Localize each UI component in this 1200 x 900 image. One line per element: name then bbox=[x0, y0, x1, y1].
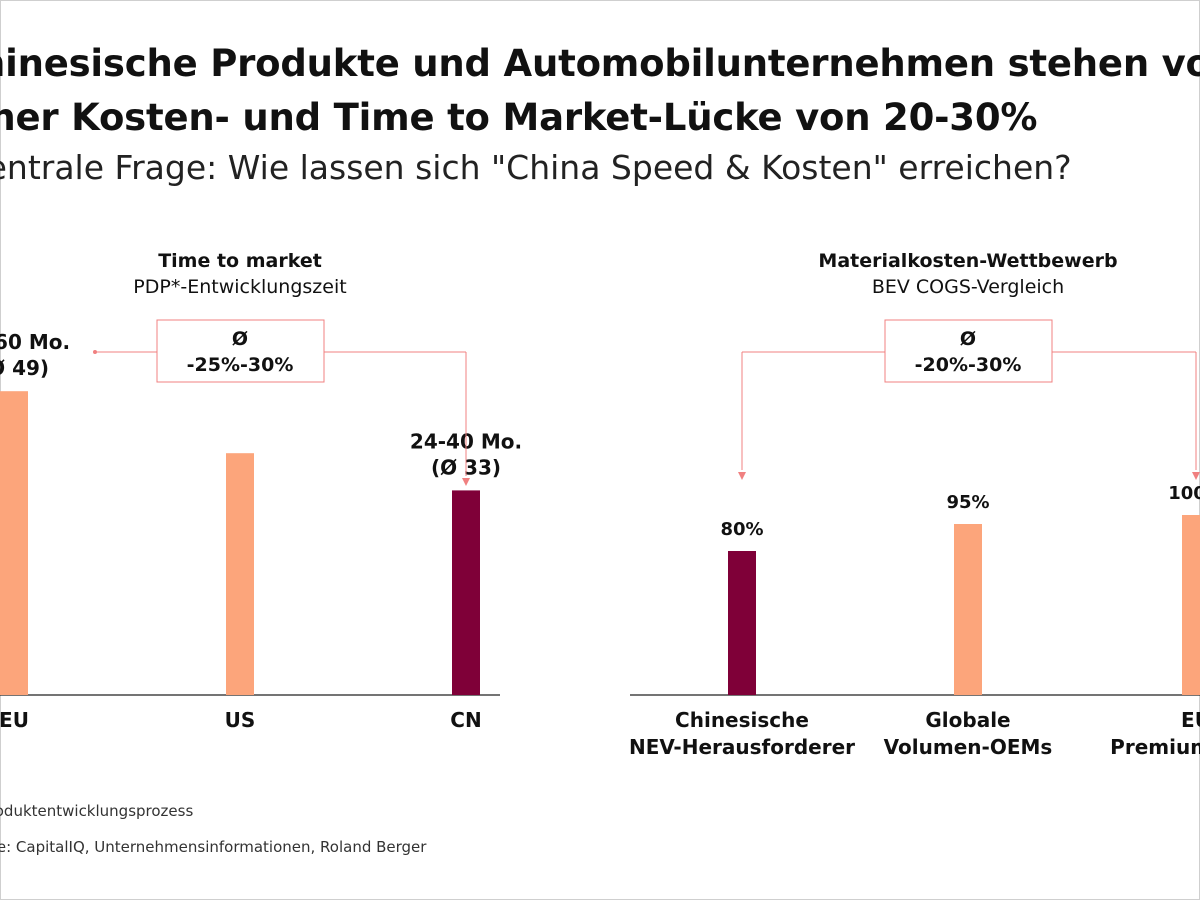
chart-1-comparison-symbol: Ø bbox=[232, 328, 248, 350]
chart-2-value-label: 80% bbox=[720, 519, 763, 540]
chart-2-category-label: Volumen-OEMs bbox=[884, 735, 1053, 759]
chart-1-arrowhead-right bbox=[462, 478, 470, 486]
chart-1-category-label: US bbox=[225, 708, 256, 732]
chart-2-category-label: EU bbox=[1181, 708, 1200, 732]
chart-1-bar-3 bbox=[452, 490, 480, 695]
chart-2-subtitle: BEV COGS-Vergleich bbox=[872, 276, 1064, 298]
source-note: Quelle: CapitalIQ, Unternehmensinformati… bbox=[0, 838, 427, 856]
chart-2-bar-2 bbox=[954, 524, 982, 695]
chart-2-category-label: NEV-Herausforderer bbox=[629, 735, 855, 759]
chart-1-category-label: CN bbox=[450, 708, 481, 732]
footnote: *) Produktentwicklungsprozess bbox=[0, 802, 194, 820]
chart-1-subtitle: PDP*-Entwicklungszeit bbox=[133, 276, 346, 298]
chart-2-bar-3 bbox=[1182, 515, 1200, 695]
chart-2-comparison-box bbox=[884, 319, 1053, 383]
chart-2-title: Materialkosten-Wettbewerb bbox=[818, 250, 1117, 272]
chart-1-bar-2 bbox=[226, 453, 254, 695]
chart-1-category-label: EU bbox=[0, 708, 29, 732]
chart-2-value-label: 100% bbox=[1168, 483, 1200, 504]
chart-2-comparison-label: -20%-30% bbox=[915, 354, 1022, 376]
chart-2-value-label: 95% bbox=[946, 492, 989, 513]
chart-2-category-label: Premium-OEMs bbox=[1110, 735, 1200, 759]
slide-subtitle: Zentrale Frage: Wie lassen sich "China S… bbox=[0, 148, 1072, 187]
chart-1-bar-1 bbox=[0, 391, 28, 695]
slide-title-line-2: einer Kosten- und Time to Market-Lücke v… bbox=[0, 96, 1038, 139]
chart-2-category-label: Globale bbox=[925, 708, 1010, 732]
chart-2-category-label: Chinesische bbox=[675, 708, 809, 732]
chart-2-arrowhead-right bbox=[1192, 472, 1200, 480]
chart-1-title: Time to market bbox=[158, 250, 322, 272]
chart-1-value-label: 36-60 Mo. bbox=[0, 330, 70, 354]
chart-1-average-label: (Ø 49) bbox=[0, 356, 49, 380]
chart-2-comparison-symbol: Ø bbox=[960, 328, 976, 350]
chart-1-comparison-label: -25%-30% bbox=[187, 354, 294, 376]
chart-1-comparison-box bbox=[156, 319, 325, 383]
chart-2-bar-1 bbox=[728, 551, 756, 695]
chart-1-bracket-start-dot bbox=[93, 350, 97, 354]
chart-2-arrowhead-left bbox=[738, 472, 746, 480]
slide-title-line-1: Chinesische Produkte und Automobiluntern… bbox=[0, 42, 1200, 85]
